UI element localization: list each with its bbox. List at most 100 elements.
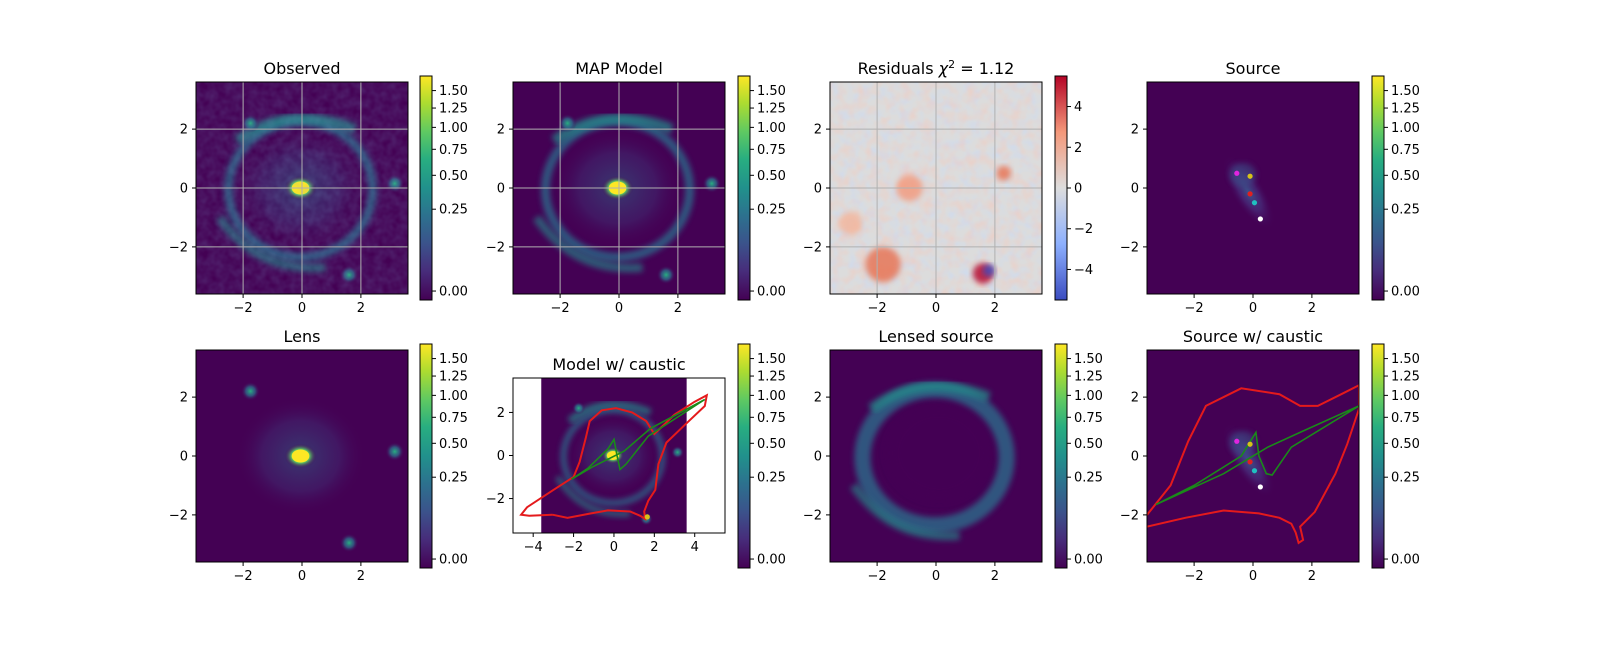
source-point-marker — [1257, 216, 1263, 222]
y-tick-label: −2 — [486, 492, 505, 507]
x-tick-label: 2 — [1308, 569, 1316, 584]
colorbar-gradient — [737, 343, 751, 569]
colorbar-tick-label: −2 — [1074, 222, 1093, 237]
colorbar-tick-label: 2 — [1074, 141, 1082, 156]
x-tick-label: −2 — [1185, 569, 1204, 584]
source-point-marker — [1234, 170, 1240, 176]
colorbar-gradient — [419, 75, 433, 301]
x-tick-label: 2 — [674, 301, 682, 316]
colorbar-tick-label: 0.00 — [439, 553, 468, 568]
colorbar: 0.00 0.25 0.50 0.75 1.00 1.25 1.50 — [737, 343, 786, 569]
residual-patch — [865, 246, 901, 283]
colorbar-tick-label: 0.25 — [1074, 471, 1103, 486]
y-tick-label: 2 — [180, 391, 188, 406]
colorbar-tick-label: 1.00 — [1391, 389, 1420, 404]
panel-title: Lens — [284, 327, 321, 346]
y-tick-label: 2 — [180, 123, 188, 138]
y-tick-label: 2 — [1131, 391, 1139, 406]
colorbar-tick-label: 0.50 — [439, 169, 468, 184]
colorbar-tick-label: 0.25 — [1391, 471, 1420, 486]
colorbar-tick-label: −4 — [1074, 263, 1093, 278]
x-tick-label: −2 — [868, 569, 887, 584]
colorbar-tick-label: 0.00 — [1391, 553, 1420, 568]
colorbar-tick-label: 1.00 — [439, 121, 468, 136]
ring-arc — [567, 400, 652, 424]
grid — [513, 82, 725, 294]
y-tick-label: 2 — [814, 123, 822, 138]
ring-arc — [849, 482, 960, 541]
colorbar-tick-label: 0.25 — [1391, 203, 1420, 218]
colorbar-tick-label: 1.25 — [1391, 102, 1420, 117]
y-tick-label: 0 — [180, 450, 188, 465]
ring-arc — [532, 214, 643, 273]
y-tick-label: −2 — [803, 240, 822, 255]
y-tick-label: 0 — [497, 182, 505, 197]
source-point-marker — [1234, 438, 1240, 444]
bright-knot — [572, 401, 586, 415]
bright-knot — [702, 174, 722, 194]
critical-curve — [1147, 384, 1359, 545]
y-tick-label: 2 — [497, 406, 505, 421]
x-tick-label: 0 — [1249, 569, 1257, 584]
colorbar-tick-label: 0 — [1074, 182, 1082, 197]
colorbar-tick-label: 0.00 — [439, 285, 468, 300]
colorbar-tick-label: 1.00 — [757, 389, 786, 404]
colorbar-tick-label: 1.00 — [1074, 389, 1103, 404]
x-tick-label: 2 — [991, 301, 999, 316]
x-tick-label: 2 — [357, 301, 365, 316]
bright-knot — [558, 113, 577, 133]
x-tick-label: 2 — [357, 569, 365, 584]
image-area — [196, 350, 408, 562]
panel-residuals-1-12: −2 0 2 2 0 −2 Residuals χ2 = 1.12 −4 −2 0 2 4 — [803, 58, 1093, 316]
panel-lens: −2 0 2 2 0 −2 Lens 0.00 0.25 0.50 0.75 1.00 1.25 1.50 — [169, 327, 468, 584]
image-area — [1147, 82, 1359, 294]
x-tick-label: −2 — [234, 301, 253, 316]
colorbar: 0.00 0.25 0.50 0.75 1.00 1.25 1.50 — [1371, 75, 1420, 301]
ring-interior — [888, 407, 989, 499]
colorbar-tick-label: 0.25 — [757, 203, 786, 218]
source-point-marker — [1247, 173, 1253, 179]
residual-patch — [983, 264, 995, 277]
colorbar-tick-label: 0.75 — [1391, 411, 1420, 426]
bright-knot — [671, 445, 685, 459]
colorbar-tick-label: 1.25 — [439, 370, 468, 385]
panel-lensed-source: −2 0 2 2 0 −2 Lensed source 0.00 0.25 0.50 0.75 1.0… — [803, 327, 1103, 584]
residual-patch — [996, 165, 1012, 181]
residual-patch — [838, 211, 863, 236]
colorbar-gradient — [737, 75, 751, 301]
colorbar-tick-label: 1.50 — [1391, 84, 1420, 99]
ring-arc — [551, 113, 674, 146]
y-tick-label: 0 — [180, 182, 188, 197]
x-tick-label: 4 — [691, 540, 699, 555]
caustic — [1155, 405, 1359, 506]
colorbar-tick-label: 0.75 — [1391, 143, 1420, 158]
ring-arc — [868, 381, 991, 414]
x-tick-label: −2 — [1185, 301, 1204, 316]
colorbar-tick-label: 0.25 — [757, 471, 786, 486]
x-tick-label: −4 — [524, 540, 543, 555]
colorbar-tick-label: 0.75 — [757, 411, 786, 426]
bright-knot — [241, 381, 260, 401]
colorbar-gradient — [1054, 343, 1068, 569]
panel-title: Residuals χ2 = 1.12 — [858, 58, 1015, 78]
y-tick-label: 0 — [814, 450, 822, 465]
colorbar-tick-label: 1.50 — [439, 352, 468, 367]
source-point-marker — [1247, 191, 1253, 197]
x-tick-label: 0 — [610, 540, 618, 555]
y-tick-label: 2 — [1131, 123, 1139, 138]
colorbar-tick-label: 1.50 — [757, 84, 786, 99]
caustic — [571, 398, 706, 480]
colorbar-tick-label: 1.00 — [757, 121, 786, 136]
source-point-marker — [644, 514, 650, 520]
panel-observed: −2 0 2 2 0 −2 Observed 0.00 0.25 0.50 0.75 1.00 1.25… — [169, 59, 468, 316]
einstein-ring — [560, 407, 666, 507]
x-tick-label: −2 — [551, 301, 570, 316]
colorbar-tick-label: 1.00 — [1391, 121, 1420, 136]
colorbar-tick-label: 0.50 — [1391, 169, 1420, 184]
colorbar-tick-label: 0.75 — [757, 143, 786, 158]
colorbar-tick-label: 1.25 — [439, 102, 468, 117]
x-tick-label: 2 — [1308, 301, 1316, 316]
panel-title: Source — [1226, 59, 1281, 78]
panel-map-model: −2 0 2 2 0 −2 MAP Model 0.00 0.25 0.50 0.75 1.00 1.2… — [486, 59, 786, 316]
